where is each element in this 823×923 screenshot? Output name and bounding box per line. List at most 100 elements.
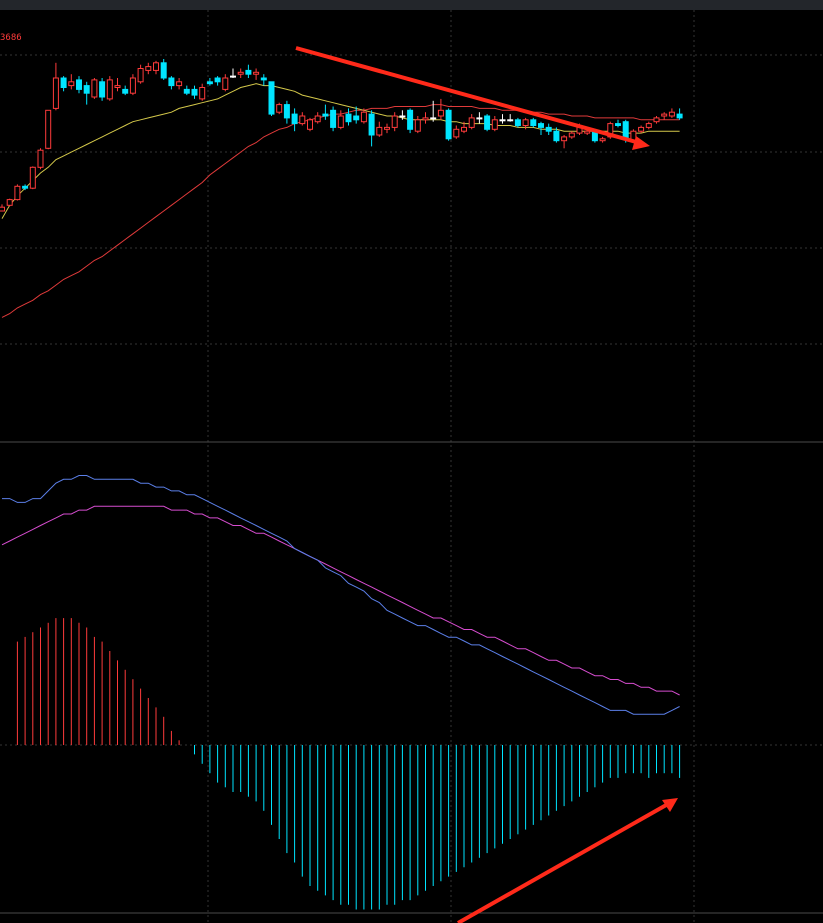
up-trend-arrow [457,798,678,923]
down-arrow-shaft [295,46,641,145]
candle-body-87 [668,111,675,117]
candle-body-78 [599,138,606,142]
candle-body-73 [561,136,568,142]
candle-body-53 [407,109,414,130]
candle-body-3 [22,185,29,189]
candle-body-7 [52,77,59,109]
candle-body-60 [461,126,467,132]
candle-body-44 [337,115,344,128]
candle-body-18 [137,68,144,83]
candle-body-42 [322,113,329,117]
candle-body-61 [468,117,475,128]
candle-body-16 [122,88,129,94]
candle-body-45 [345,113,352,123]
candle-body-38 [291,113,298,125]
candle-body-68 [522,119,529,127]
candle-body-21 [160,62,167,79]
ma-fast-line [1,83,680,219]
candle-body-13 [99,81,106,98]
candle-body-69 [530,119,537,127]
price-pane: 3686 [0,33,683,318]
top-toolbar [0,0,823,10]
price-marker-label: 3686 [0,33,22,43]
down-arrow-head [632,136,650,150]
candle-body-33 [253,71,260,75]
candle-body-15 [114,85,121,88]
candle-body-5 [37,149,44,168]
candle-body-12 [91,79,98,98]
candle-body-27 [206,81,213,85]
candle-body-47 [360,111,367,123]
candle-body-72 [553,130,560,142]
candle-body-80 [615,123,621,126]
candle-body-48 [368,113,375,136]
candle-body-10 [76,79,82,90]
candle-body-9 [68,81,75,87]
candle-body-28 [214,77,221,83]
candle-body-1 [6,199,13,206]
candle-body-67 [514,119,521,127]
macd-histogram [16,618,681,910]
candle-body-46 [353,115,360,121]
candle-body-25 [191,88,198,96]
candle-body-2 [14,185,21,201]
candle-body-86 [661,113,668,117]
candle-body-17 [129,77,136,94]
candle-body-63 [484,115,491,130]
candle-body-83 [638,126,645,132]
candle-body-49 [376,126,383,136]
dif-line [2,475,680,715]
candle-body-88 [676,113,683,119]
candle-body-0 [0,206,5,212]
candle-body-55 [422,117,429,121]
candle-body-66 [507,119,514,122]
candle-body-29 [222,77,229,90]
candle-body-64 [491,119,498,130]
candle-body-81 [622,121,629,140]
candle-body-26 [199,87,206,100]
candle-body-39 [299,115,306,125]
candle-body-20 [153,62,159,71]
candle-body-50 [384,126,390,130]
macd-pane [1,475,681,923]
ma-fast-path [1,83,680,219]
candle-body-51 [391,115,398,128]
candle-body-34 [260,77,267,81]
candle-body-84 [645,123,652,128]
down-trend-arrow [295,46,650,150]
candle-body-11 [83,85,90,94]
candle-body-31 [237,71,244,75]
candle-body-56 [430,117,437,120]
candle-body-35 [268,81,275,115]
candle-body-62 [476,117,483,120]
grid-lines [0,10,823,923]
candle-body-76 [584,130,591,134]
dea-path [1,505,680,696]
candle-body-71 [545,126,552,132]
candle-body-8 [60,77,67,88]
candle-body-59 [453,128,460,138]
candle-body-54 [414,119,421,132]
candle-body-57 [437,109,444,117]
dif-path [2,475,680,715]
candle-body-85 [653,117,660,123]
candle-body-14 [106,79,113,100]
candle-body-4 [29,166,36,189]
candle-body-36 [276,104,283,113]
candle-body-70 [538,123,544,128]
candle-body-19 [145,66,152,71]
candle-body-58 [445,109,452,140]
candle-body-41 [314,115,321,123]
candle-body-32 [245,69,252,75]
candle-body-52 [399,115,406,118]
candle-body-79 [607,123,614,138]
candle-body-6 [45,109,52,149]
candle-body-43 [330,109,337,128]
candle-body-65 [499,119,506,122]
candle-body-37 [283,104,290,119]
candle-body-23 [176,81,183,87]
candle-body-74 [568,132,575,138]
candle-body-22 [168,77,175,87]
up-arrow-shaft [457,802,669,923]
